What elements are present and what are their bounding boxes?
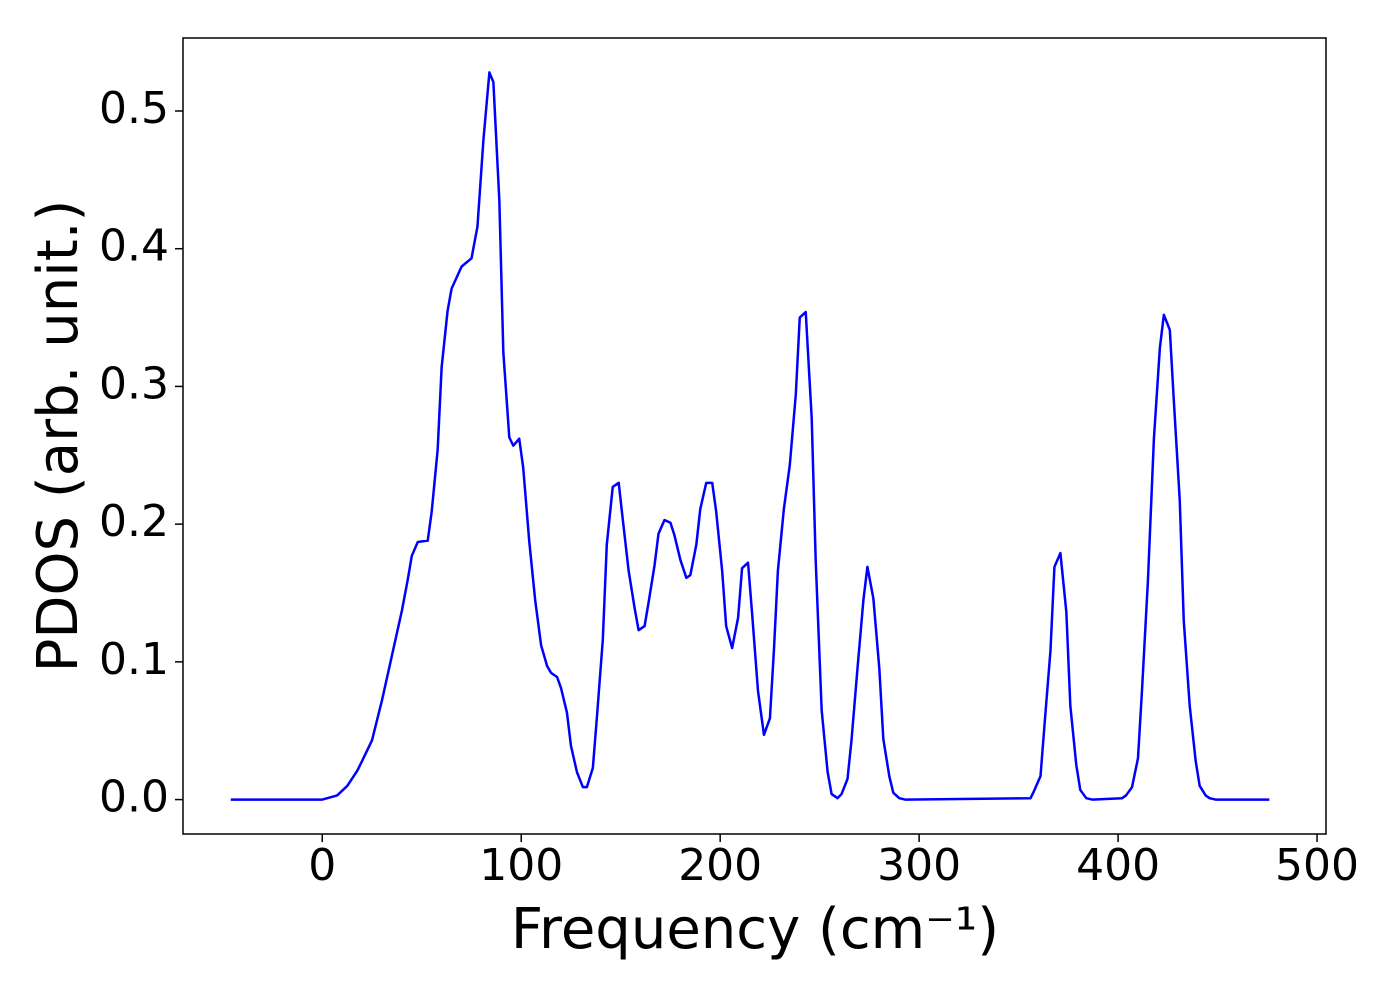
y-tick-label: 0.4 xyxy=(99,221,169,272)
y-tick-label: 0.1 xyxy=(99,634,169,685)
x-tick-label: 400 xyxy=(1076,840,1160,891)
x-tick-label: 300 xyxy=(877,840,961,891)
y-tick-label: 0.5 xyxy=(99,83,169,134)
x-tick-label: 100 xyxy=(479,840,563,891)
x-tick-label: 500 xyxy=(1275,840,1359,891)
data-line xyxy=(230,71,1270,801)
plot-frame xyxy=(182,37,1327,835)
x-tick-label: 200 xyxy=(678,840,762,891)
y-tick-label: 0.0 xyxy=(99,772,169,823)
y-tick-label: 0.3 xyxy=(99,358,169,409)
y-tick-label: 0.2 xyxy=(99,496,169,547)
x-tick-label: 0 xyxy=(308,840,336,891)
y-axis-label: PDOS (arb. unit.) xyxy=(26,200,91,673)
x-axis-label: Frequency (cm⁻¹) xyxy=(511,897,999,962)
